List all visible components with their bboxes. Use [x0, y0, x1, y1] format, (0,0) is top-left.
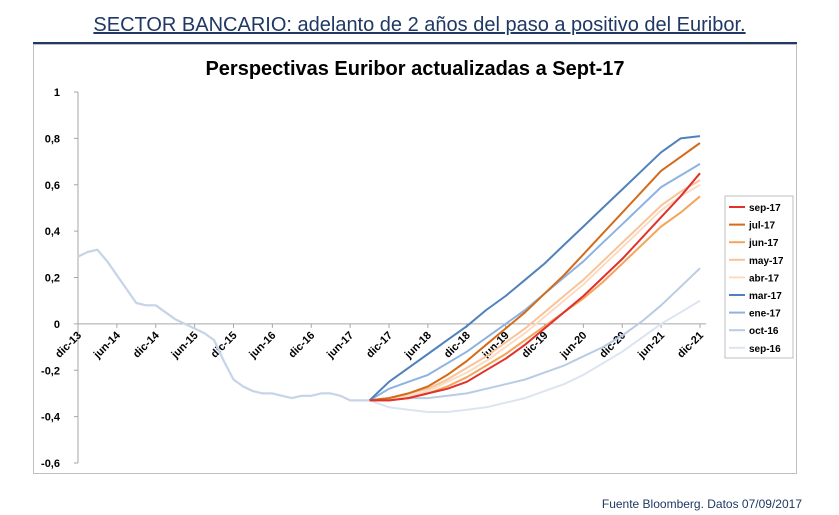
- chart-title: Perspectivas Euribor actualizadas a Sept…: [205, 58, 624, 80]
- x-tick-label: dic-17: [364, 330, 395, 361]
- title-divider: [33, 42, 797, 44]
- y-tick-label: -0,6: [41, 458, 60, 470]
- x-tick-label: jun-17: [324, 330, 356, 362]
- series-line-may-17: [369, 179, 701, 402]
- legend-label: sep-17: [749, 203, 781, 214]
- series-line-mar-17: [368, 135, 701, 402]
- y-tick-label: 0,2: [45, 273, 60, 285]
- chart-frame: [33, 44, 797, 474]
- legend-label: jun-17: [748, 238, 779, 249]
- y-tick-label: -0,2: [41, 365, 60, 377]
- legend: sep-17 jul-17 jun-17 may-17 abr-17 mar-17 ene-…: [724, 195, 794, 359]
- y-tick-label: 0: [54, 319, 60, 331]
- y-tick-label: -0,4: [41, 412, 61, 424]
- legend-label: ene-17: [749, 309, 781, 320]
- x-tick-label: dic-18: [442, 330, 473, 361]
- legend-label: oct-16: [749, 326, 779, 337]
- y-tick-label: 0,8: [45, 133, 60, 145]
- x-tick-label: dic-21: [675, 330, 706, 361]
- series-line-jun-17: [369, 195, 701, 402]
- y-axis: 1 0,8 0,6 0,4 0,2 0 -0,2 -0,4 -0,6: [41, 87, 79, 470]
- x-tick-label: dic-14: [131, 329, 163, 361]
- legend-label: jul-17: [748, 221, 776, 232]
- x-tick-label: dic-13: [53, 330, 84, 361]
- legend-label: may-17: [749, 256, 784, 267]
- series-line-ene-17: [369, 163, 701, 402]
- legend-label: mar-17: [749, 291, 782, 302]
- series-line-abr-17: [369, 183, 701, 402]
- legend-label: abr-17: [749, 273, 779, 284]
- y-tick-label: 1: [54, 87, 60, 99]
- chart: Perspectivas Euribor actualizadas a Sept…: [41, 58, 794, 470]
- series-line-jul-17: [369, 142, 701, 402]
- plot-lines: [77, 135, 701, 413]
- y-tick-label: 0,4: [45, 226, 61, 238]
- y-tick-label: 0,6: [45, 180, 60, 192]
- source-note: Fuente Bloomberg. Datos 07/09/2017: [601, 497, 802, 511]
- legend-label: sep-16: [749, 344, 781, 355]
- series-line-sep-16: [369, 299, 701, 413]
- series-line-oct-16: [369, 267, 701, 402]
- x-tick-label: jun-21: [635, 330, 667, 362]
- historical-euribor-line: [77, 248, 370, 402]
- series-line-sep-17: [369, 172, 701, 402]
- x-tick-label: jun-18: [402, 330, 434, 362]
- x-tick-label: dic-16: [286, 330, 317, 361]
- x-tick-label: dic-15: [209, 330, 240, 361]
- x-tick-label: jun-15: [169, 330, 201, 362]
- x-tick-label: jun-14: [91, 329, 124, 362]
- x-tick-label: jun-20: [557, 330, 589, 362]
- slide-title: SECTOR BANCARIO: adelanto de 2 años del …: [93, 14, 746, 36]
- x-tick-label: jun-16: [246, 330, 278, 362]
